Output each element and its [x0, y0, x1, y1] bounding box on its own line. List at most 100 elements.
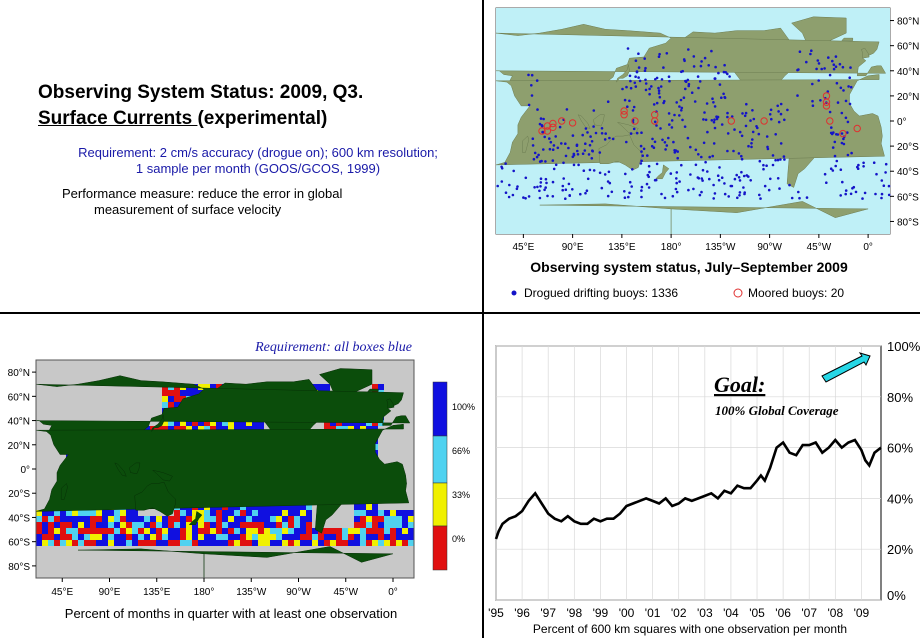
buoy-lat-label: 0° — [897, 117, 907, 128]
drifting-buoy — [667, 75, 671, 78]
drifting-buoy — [544, 160, 547, 163]
coverage-box — [72, 528, 78, 534]
drifting-buoy — [805, 60, 808, 64]
drifting-buoy — [697, 86, 700, 90]
drifting-buoy — [844, 116, 848, 120]
drifting-buoy — [577, 163, 580, 167]
coverage-box — [132, 534, 138, 540]
coverage-map-header: Requirement: all boxes blue — [254, 340, 412, 355]
drifting-buoy — [554, 135, 557, 138]
drifting-buoy — [713, 118, 716, 121]
buoy-lat-label: 40°N — [897, 67, 919, 78]
coverage-box — [402, 510, 408, 516]
drifting-buoy — [844, 99, 848, 103]
coverage-box — [48, 534, 54, 540]
drifting-buoy — [629, 86, 633, 90]
drifting-buoy — [647, 164, 651, 168]
coverage-box — [324, 528, 330, 534]
drifting-buoy — [648, 170, 651, 174]
coverage-box — [348, 528, 354, 534]
coverage-box — [210, 540, 216, 546]
coverage-box — [156, 528, 162, 534]
drifting-buoy — [504, 162, 507, 165]
coverage-box — [252, 420, 258, 426]
land-sumatra — [577, 114, 591, 129]
drifting-buoy — [700, 177, 704, 180]
drifting-buoy — [696, 75, 700, 78]
buoy-lon-label: 0° — [863, 242, 873, 253]
drifting-buoy — [561, 184, 565, 188]
drifting-buoy — [838, 62, 842, 66]
drifting-buoy — [769, 108, 773, 112]
coverage-box — [192, 426, 198, 432]
drifting-buoy — [788, 183, 791, 187]
coverage-box — [168, 426, 174, 432]
coverage-box — [36, 534, 42, 540]
coverage-lon-label: 0° — [388, 587, 398, 598]
buoy-map-lon-axis: 45°E 90°E 135°E 180° 135°W 90°W 45°W 0° — [512, 234, 873, 253]
drifting-buoy — [624, 172, 627, 176]
drifting-buoy — [675, 181, 678, 185]
coverage-box — [378, 528, 384, 534]
colorbar-labels: 100% 66% 33% 0% — [452, 402, 475, 544]
coverage-box — [396, 522, 402, 528]
drifting-buoy — [713, 77, 717, 80]
drifting-buoy — [551, 195, 555, 198]
drifting-buoy — [829, 167, 833, 170]
drifting-buoy — [500, 180, 504, 183]
drifting-buoy — [657, 86, 660, 90]
land-africa — [36, 423, 410, 512]
drifting-buoy — [712, 183, 715, 187]
coverage-box — [330, 534, 336, 540]
coverage-lat-label: 20°N — [8, 441, 30, 452]
drifting-buoy — [538, 189, 541, 193]
coverage-box — [132, 510, 138, 516]
drifting-buoy — [584, 191, 587, 195]
coverage-box — [408, 528, 414, 534]
coverage-box — [156, 516, 162, 522]
colorbar-66 — [432, 435, 448, 484]
drifting-buoy — [675, 171, 679, 174]
coverage-box — [96, 516, 102, 522]
drifting-buoy — [831, 169, 835, 172]
coverage-box — [390, 540, 396, 546]
drifting-buoy — [630, 185, 633, 188]
coverage-box — [360, 510, 366, 516]
coverage-box — [216, 426, 222, 432]
coverage-box — [360, 534, 366, 540]
drifting-buoy — [572, 163, 576, 167]
drifting-buoy — [623, 196, 627, 199]
coverage-box — [372, 516, 378, 522]
drifting-buoy — [567, 182, 571, 186]
coverage-box — [252, 540, 258, 546]
coverage-box — [312, 384, 318, 390]
chart-xlabel: Percent of 600 km squares with one obser… — [533, 622, 847, 636]
coverage-box — [96, 510, 102, 516]
drifting-buoy — [740, 134, 744, 138]
coverage-box — [192, 528, 198, 534]
drifting-buoy — [874, 192, 877, 196]
coverage-box — [204, 510, 210, 516]
coverage-box — [144, 426, 150, 432]
coverage-box — [288, 516, 294, 522]
drifting-buoy — [655, 76, 659, 80]
drifting-buoy — [738, 130, 742, 134]
drifting-buoy — [862, 165, 865, 168]
coverage-box — [234, 540, 240, 546]
coverage-box — [198, 426, 204, 432]
drifting-buoy — [846, 131, 849, 134]
coverage-box — [252, 426, 258, 432]
drifting-buoy — [683, 125, 687, 128]
drifting-buoy — [567, 146, 570, 150]
drifting-buoy — [875, 172, 878, 176]
coverage-box — [348, 534, 354, 540]
coverage-box — [90, 534, 96, 540]
coverage-box — [150, 522, 156, 528]
chart-x-tick-label: '96 — [514, 606, 530, 620]
drifting-buoy — [538, 122, 542, 126]
drifting-buoy — [581, 152, 585, 155]
chart-x-tick-label: '04 — [723, 606, 739, 620]
moored-buoy — [760, 117, 768, 125]
coverage-box — [228, 528, 234, 534]
drifting-buoy — [863, 191, 867, 195]
